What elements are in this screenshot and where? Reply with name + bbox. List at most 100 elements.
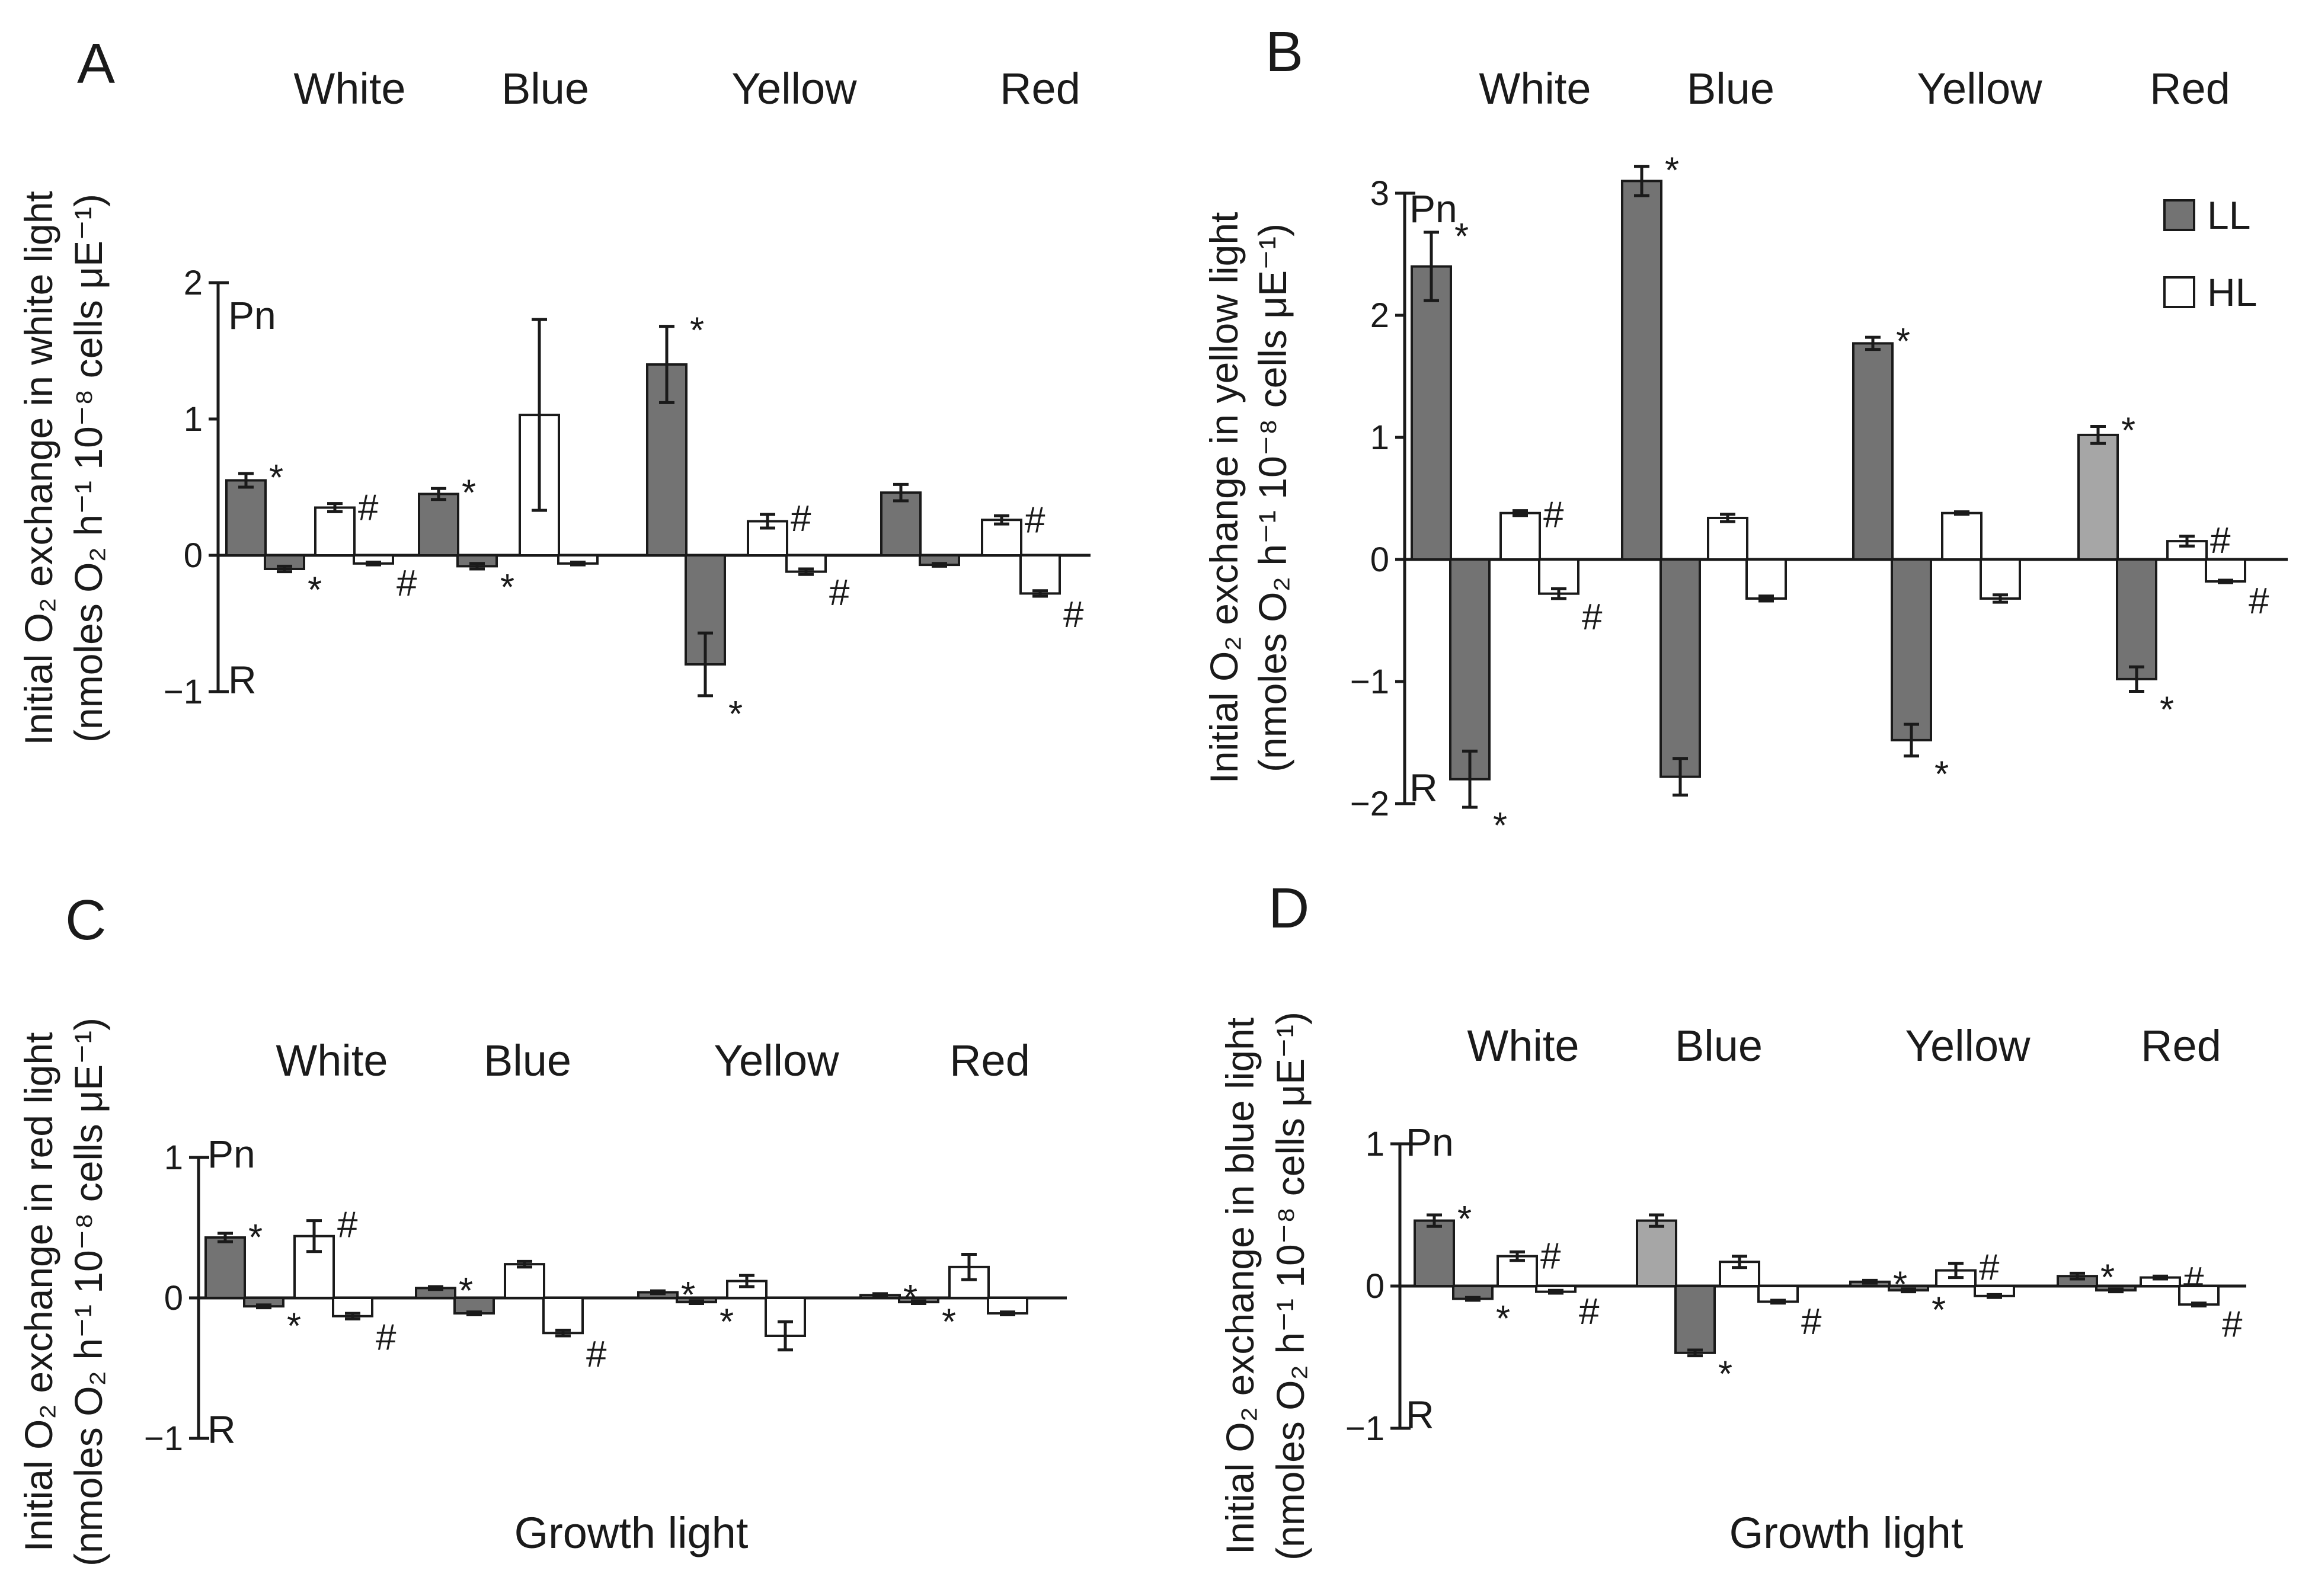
category-label: Blue — [1675, 1021, 1763, 1070]
panel-B: B White Blue Yellow Red −2 −1 0 1 2 3 Pn R Initial O₂… — [1202, 20, 2288, 846]
significance-asterisk: * — [2160, 689, 2174, 730]
y-tick-label: 0 — [184, 536, 203, 575]
significance-hash: # — [358, 488, 379, 529]
panel-C: C White Blue Yellow Red −1 0 1 Pn R Initial O₂ exc… — [17, 888, 1067, 1566]
significance-hash: # — [791, 498, 811, 539]
category-label: Yellow — [1905, 1021, 2031, 1070]
y-tick-label: 0 — [1366, 1267, 1384, 1306]
bar-LL-yellow — [1891, 558, 1932, 741]
category-label: Blue — [1687, 64, 1774, 113]
category-label: Red — [2141, 1021, 2221, 1070]
bar-HL-red — [2205, 558, 2246, 583]
y-tick-label: 1 — [164, 1138, 183, 1177]
bar-LL-blue — [1659, 558, 1701, 778]
significance-hash: # — [2210, 520, 2231, 561]
bar-HL-blue — [542, 1297, 584, 1335]
category-label: Red — [949, 1036, 1030, 1085]
bar-LL_light-red — [2077, 433, 2119, 561]
significance-hash: # — [376, 1317, 397, 1358]
bar-LL-blue — [418, 492, 459, 556]
y-tick-label: 1 — [1370, 418, 1389, 457]
bar-LL_light-blue — [1636, 1219, 1677, 1288]
legend-label-HL: HL — [2207, 270, 2257, 314]
significance-hash: # — [397, 563, 417, 604]
significance-asterisk: * — [681, 1275, 695, 1316]
y-tick-label: −1 — [1350, 663, 1389, 701]
bar-HL-red — [2178, 1285, 2220, 1306]
significance-asterisk: * — [500, 567, 514, 608]
bar-HL-blue — [1745, 558, 1787, 600]
y-axis-title: Initial O₂ exchange in red light — [17, 1032, 60, 1552]
y-tick-label: 1 — [1366, 1125, 1384, 1163]
panel-letter: A — [77, 32, 115, 95]
r-label: R — [1409, 766, 1438, 810]
y-axis-title: Initial O₂ exchange in yellow light — [1202, 212, 1246, 784]
bar-HL-red — [981, 519, 1022, 557]
bar-LL-red — [880, 491, 922, 557]
y-tick-label: −2 — [1350, 785, 1389, 823]
significance-hash: # — [1025, 500, 1045, 540]
significance-hash: # — [586, 1334, 607, 1375]
significance-asterisk: * — [2121, 410, 2135, 451]
r-label: R — [228, 658, 257, 702]
legend-label-LL: LL — [2207, 193, 2250, 237]
bar-LL-yellow — [1852, 342, 1894, 561]
significance-asterisk: * — [942, 1301, 956, 1342]
significance-hash: # — [1063, 594, 1084, 635]
pn-label: Pn — [1406, 1120, 1454, 1164]
significance-asterisk: * — [1493, 805, 1507, 846]
pn-label: Pn — [228, 293, 276, 337]
y-axis-title: Initial O₂ exchange in blue light — [1218, 1018, 1262, 1555]
y-tick-label: 2 — [184, 264, 203, 302]
bar-HL-yellow — [1980, 558, 2021, 600]
r-label: R — [1406, 1393, 1434, 1437]
significance-hash: # — [1579, 1291, 1600, 1332]
category-label: Yellow — [1917, 64, 2042, 113]
y-axis-title: Initial O₂ exchange in white light — [17, 191, 60, 745]
significance-asterisk: * — [690, 311, 704, 351]
significance-hash: # — [337, 1205, 358, 1246]
legend: LL HL — [2163, 193, 2257, 314]
bar-HL-red — [1019, 554, 1061, 595]
bar-LL-white — [225, 479, 267, 556]
y-tick-label: −1 — [144, 1419, 183, 1458]
bar-LL-white — [1449, 558, 1491, 781]
bar-LL-white — [1414, 1219, 1455, 1288]
x-axis-title: Growth light — [514, 1508, 749, 1557]
significance-asterisk: * — [720, 1301, 734, 1342]
significance-hash: # — [1582, 597, 1603, 638]
significance-asterisk: * — [1935, 754, 1949, 795]
legend-swatch-LL — [2163, 199, 2195, 231]
y-axis-units: (nmoles O₂ h⁻¹ 10⁻⁸ cells μE⁻¹) — [1251, 223, 1294, 772]
panel-letter: B — [1265, 20, 1303, 84]
pn-label: Pn — [207, 1132, 255, 1176]
category-label: White — [1479, 64, 1591, 113]
y-axis-units: (nmoles O₂ h⁻¹ 10⁻⁸ cells μE⁻¹) — [66, 194, 110, 743]
category-label: White — [293, 64, 405, 113]
significance-asterisk: * — [1932, 1290, 1946, 1331]
r-label: R — [207, 1408, 236, 1451]
significance-asterisk: * — [1896, 321, 1910, 362]
x-axis-title: Growth light — [1729, 1508, 1964, 1557]
significance-asterisk: * — [1893, 1264, 1907, 1305]
panels-layer: A White Blue Yellow Red −1 0 1 2 Pn R Initial O₂ ex… — [17, 20, 2288, 1566]
significance-hash: # — [2249, 581, 2269, 622]
category-label: Blue — [501, 64, 589, 113]
bar-LL-white — [1411, 265, 1452, 561]
significance-asterisk: * — [248, 1217, 263, 1258]
significance-hash: # — [1979, 1248, 2000, 1288]
significance-asterisk: * — [287, 1306, 301, 1347]
bar-LL-red — [2116, 558, 2157, 680]
significance-hash: # — [829, 572, 850, 613]
bar-HL-yellow — [1941, 511, 1983, 561]
bar-HL-red — [987, 1297, 1028, 1315]
significance-asterisk: * — [1718, 1354, 1732, 1395]
category-label: White — [276, 1036, 388, 1085]
panel-D: D White Blue Yellow Red −1 0 1 Pn R Initial O₂ exc… — [1218, 877, 2246, 1560]
panel-A: A White Blue Yellow Red −1 0 1 2 Pn R Initial O₂ ex… — [17, 32, 1091, 746]
category-label: Red — [2150, 64, 2230, 113]
significance-asterisk: * — [1457, 1199, 1472, 1240]
significance-asterisk: * — [462, 472, 476, 513]
